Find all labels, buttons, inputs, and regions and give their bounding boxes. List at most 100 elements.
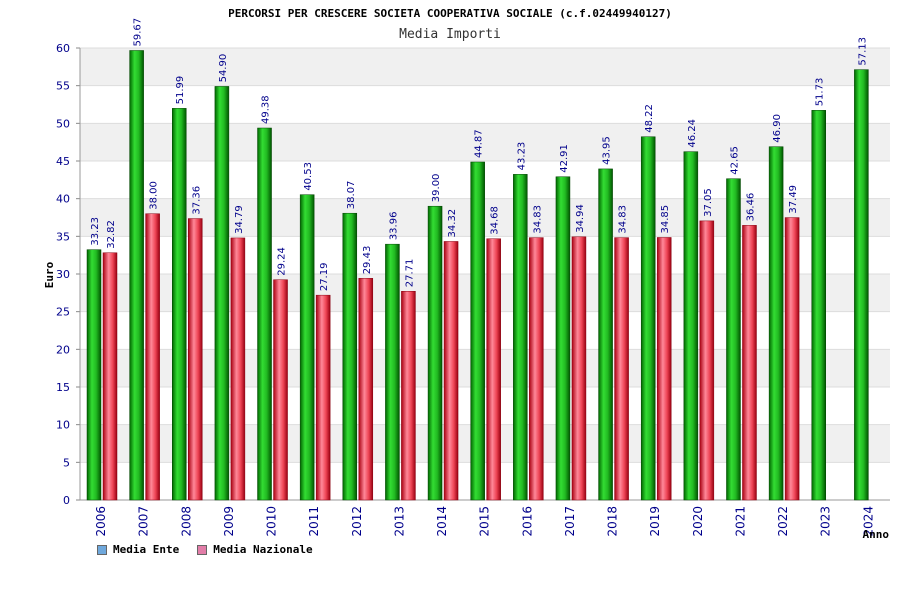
x-tick-label: 2015: [478, 506, 492, 537]
y-axis-ticks: 0 5 10 15 20 25 30 35 40 45 50 55 60: [56, 42, 70, 507]
value-label: 33.96: [388, 212, 399, 241]
value-label: 48.22: [644, 104, 655, 133]
value-label: 51.99: [175, 76, 186, 105]
x-tick-label: 2010: [265, 506, 279, 537]
value-label: 42.65: [729, 146, 740, 175]
value-label: 46.24: [687, 119, 698, 148]
x-tick-label: 2023: [819, 506, 833, 537]
bar-ente: [555, 176, 571, 501]
value-label: 29.24: [277, 247, 288, 276]
x-tick-label: 2021: [733, 506, 747, 537]
value-label: 36.46: [745, 193, 756, 222]
bar-nazionale: [784, 217, 800, 501]
x-tick-label: 2012: [350, 506, 364, 537]
value-label: 42.91: [559, 144, 570, 173]
y-tick-label: 50: [56, 117, 70, 130]
legend-label-media-nazionale: Media Nazionale: [213, 543, 313, 556]
x-tick-label: 2006: [94, 506, 108, 537]
bar-ente: [854, 69, 869, 501]
bar-nazionale: [401, 291, 416, 501]
legend: Media Ente Media Nazionale: [97, 543, 313, 556]
value-label: 51.73: [815, 78, 826, 107]
value-label: 39.00: [431, 174, 442, 203]
bar-ente: [811, 110, 826, 501]
bar-nazionale: [188, 218, 203, 501]
x-tick-label: 2022: [776, 506, 790, 537]
x-tick-label: 2020: [691, 506, 705, 537]
value-label: 33.23: [90, 217, 101, 246]
y-tick-label: 40: [56, 193, 70, 206]
bar-ente: [640, 136, 656, 501]
legend-item-media-ente: Media Ente: [97, 543, 179, 556]
bar-nazionale: [145, 213, 160, 501]
value-labels: 33.23 32.82 59.67 38.00 51.99 37.36 54.90 34.79…: [90, 18, 868, 291]
bar-ente: [683, 151, 699, 501]
value-label: 27.71: [404, 259, 415, 288]
value-label: 37.36: [191, 186, 202, 215]
bar-ente: [598, 168, 613, 501]
x-tick-label: 2024: [861, 506, 875, 537]
x-tick-label: 2007: [137, 506, 151, 537]
value-label: 34.94: [575, 204, 586, 233]
bar-ente: [768, 146, 784, 501]
bar-nazionale: [614, 237, 629, 501]
value-label: 38.07: [346, 181, 357, 210]
bar-ente: [342, 212, 358, 501]
bar-ente: [214, 86, 230, 501]
y-tick-label: 45: [56, 155, 70, 168]
value-label: 34.32: [447, 209, 458, 238]
y-tick-label: 5: [63, 456, 70, 469]
value-label: 40.53: [303, 162, 314, 191]
y-tick-label: 0: [63, 494, 70, 507]
bar-ente: [257, 127, 272, 501]
value-label: 59.67: [133, 18, 144, 47]
y-tick-label: 30: [56, 268, 70, 281]
value-label: 34.68: [490, 206, 501, 235]
bar-ente: [427, 205, 443, 501]
chart-subtitle: Media Importi: [399, 27, 501, 42]
value-label: 43.95: [602, 136, 613, 165]
x-axis-label: Anno: [863, 528, 890, 541]
value-label: 34.85: [660, 205, 671, 234]
value-label: 37.49: [788, 185, 799, 214]
bar-nazionale: [571, 236, 587, 501]
x-tick-label: 2019: [648, 506, 662, 537]
bar-nazionale: [486, 238, 501, 501]
value-label: 43.23: [516, 142, 527, 171]
y-tick-label: 15: [56, 381, 70, 394]
x-tick-label: 2009: [222, 506, 236, 537]
x-tick-label: 2011: [307, 506, 321, 537]
bar-nazionale: [529, 237, 544, 501]
x-tick-label: 2008: [179, 506, 193, 537]
x-tick-label: 2014: [435, 506, 449, 537]
value-label: 34.79: [234, 205, 245, 234]
bar-ente: [299, 194, 315, 501]
value-label: 38.00: [149, 181, 160, 210]
bar-nazionale: [273, 279, 288, 501]
chart-title: PERCORSI PER CRESCERE SOCIETA COOPERATIV…: [228, 7, 672, 20]
bar-ente: [129, 50, 144, 501]
y-tick-label: 10: [56, 419, 70, 432]
value-label: 44.87: [474, 129, 485, 158]
bar-ente: [726, 178, 741, 501]
x-axis-ticks: 2006 2007 2008 2009 2010 2011 2012 2013 2014 2015…: [94, 506, 875, 537]
x-tick-label: 2017: [563, 506, 577, 537]
y-tick-label: 60: [56, 42, 70, 55]
value-label: 27.19: [319, 263, 330, 292]
bar-nazionale: [699, 220, 715, 501]
value-label: 29.43: [362, 246, 373, 275]
y-axis-label: Euro: [43, 261, 56, 288]
plot-band: [80, 48, 890, 86]
bar-ente: [172, 108, 187, 501]
value-label: 37.05: [703, 188, 714, 217]
value-label: 34.83: [618, 205, 629, 234]
bar-ente: [86, 249, 102, 501]
bar-nazionale: [315, 294, 331, 501]
y-tick-label: 20: [56, 343, 70, 356]
y-tick-label: 55: [56, 80, 70, 93]
bar-ente: [513, 174, 528, 501]
value-label: 46.90: [772, 114, 783, 143]
value-label: 34.83: [532, 205, 543, 234]
x-tick-label: 2018: [606, 506, 620, 537]
